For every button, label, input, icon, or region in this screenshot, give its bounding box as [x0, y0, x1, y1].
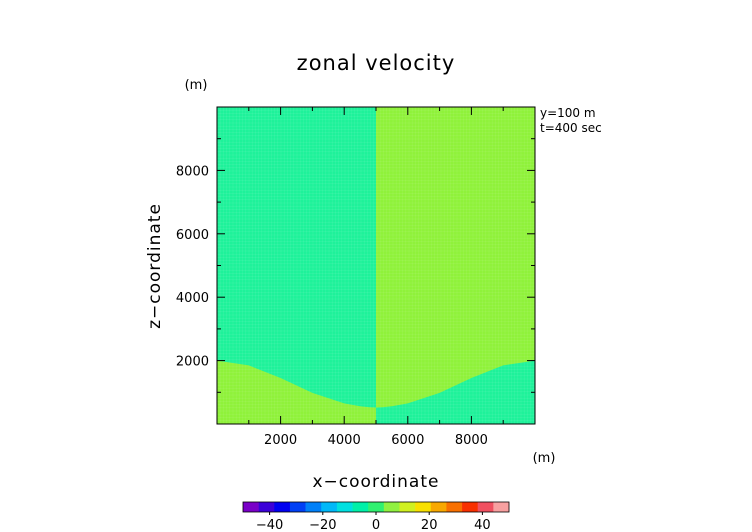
- colorbar-swatch: [493, 502, 510, 512]
- annotation-t: t=400 sec: [540, 121, 602, 135]
- z-axis: 2000 4000 6000 8000: [176, 138, 535, 393]
- colorbar-swatch: [477, 502, 494, 512]
- colorbar-swatch: [462, 502, 479, 512]
- colorbar: −40 −20 0 20 40: [242, 501, 510, 532]
- z-tick-label: 6000: [176, 228, 209, 243]
- colorbar-tick-label: −20: [309, 518, 336, 532]
- x-tick-label: 4000: [328, 433, 361, 448]
- colorbar-swatch: [399, 502, 416, 512]
- z-tick-label: 4000: [176, 291, 209, 306]
- colorbar-swatch: [430, 502, 447, 512]
- colorbar-tick-label: 0: [372, 518, 380, 532]
- z-tick-label: 8000: [176, 164, 209, 179]
- colorbar-tick-label: −40: [256, 518, 283, 532]
- region-lower-right: [376, 360, 535, 424]
- annotation-y: y=100 m: [540, 106, 596, 120]
- x-tick-label: 2000: [264, 433, 297, 448]
- x-unit-label: (m): [533, 451, 556, 466]
- x-axis-label: x−coordinate: [313, 472, 440, 492]
- colorbar-swatch: [289, 502, 306, 512]
- colorbar-swatch: [258, 502, 275, 512]
- colorbar-swatch: [446, 502, 463, 512]
- chart-title: zonal velocity: [297, 51, 456, 75]
- velocity-field: [216, 106, 535, 425]
- colorbar-swatch: [274, 502, 291, 512]
- x-tick-label: 8000: [455, 433, 488, 448]
- colorbar-swatch: [415, 502, 432, 512]
- colorbar-tick-label: 40: [474, 518, 491, 532]
- z-tick-label: 2000: [176, 355, 209, 370]
- x-tick-label: 6000: [391, 433, 424, 448]
- colorbar-swatch: [305, 502, 322, 512]
- colorbar-swatch: [383, 502, 400, 512]
- colorbar-swatch: [243, 502, 259, 512]
- colorbar-swatch: [352, 502, 369, 512]
- z-unit-label: (m): [185, 78, 208, 93]
- colorbar-tick-label: 20: [421, 518, 438, 532]
- region-lower-left: [217, 360, 376, 424]
- colorbar-swatch: [368, 502, 385, 512]
- colorbar-swatch: [321, 502, 338, 512]
- colorbar-swatch: [336, 502, 353, 512]
- x-axis: 2000 4000 6000 8000: [248, 107, 504, 448]
- z-axis-label: z−coordinate: [145, 203, 165, 329]
